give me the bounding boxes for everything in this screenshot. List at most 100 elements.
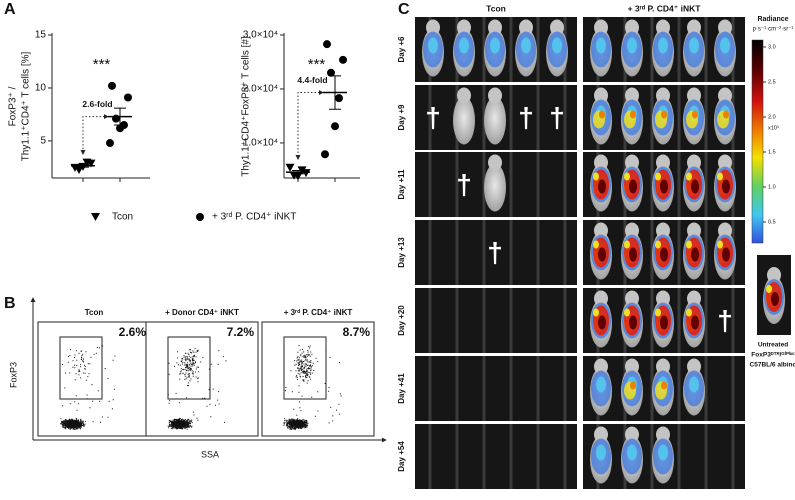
- y-axis-label: FoxP3: [8, 362, 18, 388]
- gate: [283, 336, 327, 400]
- data-point: [285, 163, 295, 172]
- fold-arrow: [80, 114, 109, 155]
- signal: [655, 240, 661, 249]
- signal: [552, 37, 562, 54]
- mouse-head: [625, 358, 639, 375]
- signal: [630, 381, 636, 390]
- bli-image: [583, 424, 745, 489]
- data-point: [321, 150, 329, 159]
- signal: [691, 247, 699, 262]
- mouse-head: [625, 290, 639, 307]
- y-tick-label: 15: [35, 30, 47, 41]
- flow-events: [167, 348, 227, 430]
- data-point: [327, 68, 335, 77]
- inset-caption: Untreated: [758, 342, 788, 349]
- signal: [624, 240, 630, 249]
- flow-events: [283, 345, 342, 430]
- plot-title: Tcon: [85, 308, 104, 317]
- signal: [459, 37, 469, 54]
- signal: [771, 292, 779, 306]
- row-label: Day +9: [397, 104, 406, 131]
- gate: [59, 336, 103, 400]
- signal: [692, 110, 698, 119]
- colorbar-unit: p·s⁻¹·cm⁻²·sr⁻¹: [753, 27, 794, 33]
- mouse-head: [718, 222, 732, 239]
- signal: [593, 240, 599, 249]
- significance: ***: [308, 56, 326, 73]
- mouse-head: [594, 290, 608, 307]
- bli-image: [415, 356, 577, 421]
- y-axis-label: Thy1.1⁺CD4⁺ T cells [%]: [21, 51, 32, 161]
- mouse-head: [594, 358, 608, 375]
- signal: [686, 240, 692, 249]
- bli-image: [583, 356, 745, 421]
- gate-percent: 8.7%: [343, 325, 371, 339]
- bli-image: [583, 85, 745, 150]
- image-bg: [415, 220, 577, 285]
- flow-events: [60, 345, 116, 430]
- data-point: [106, 139, 114, 148]
- signal: [627, 444, 637, 461]
- bli-image: †: [583, 288, 745, 353]
- signal: [627, 37, 637, 54]
- signal: [596, 376, 606, 393]
- signal: [717, 240, 723, 249]
- bli-image: [583, 152, 745, 217]
- death-cross: †: [487, 237, 503, 268]
- inset-caption: C57BL/6 albino: [750, 362, 795, 369]
- mouse-body: [484, 96, 506, 145]
- y-tick-label: 5: [40, 136, 46, 147]
- mouse-head: [656, 426, 670, 443]
- y-axis-label: Thy1.1⁺CD4⁺FoxP3⁺ T cells [#]: [241, 36, 252, 177]
- gate-percent: 2.6%: [119, 325, 147, 339]
- mouse-head: [488, 154, 502, 171]
- error-bar: [292, 170, 304, 175]
- y-tick-label: 3.0×10⁴: [243, 30, 278, 41]
- data-point: [323, 40, 331, 49]
- signal: [655, 308, 661, 317]
- mouse-head: [594, 87, 608, 104]
- bli-image: †: [415, 220, 577, 285]
- signal: [660, 179, 668, 194]
- legend-marker: [196, 213, 204, 221]
- image-bg: [415, 424, 577, 489]
- bli-image: [583, 220, 745, 285]
- signal: [521, 37, 531, 54]
- data-point: [116, 124, 124, 133]
- signal: [661, 110, 667, 119]
- signal: [660, 247, 668, 262]
- colorbar: [751, 39, 764, 244]
- signal: [629, 315, 637, 330]
- data-point: [82, 158, 92, 167]
- mouse-head: [656, 154, 670, 171]
- signal: [596, 444, 606, 461]
- signal: [630, 110, 636, 119]
- signal: [722, 179, 730, 194]
- signal: [593, 172, 599, 181]
- signal: [658, 37, 668, 54]
- mouse-head: [625, 222, 639, 239]
- mouse-body: [453, 96, 475, 145]
- signal: [624, 308, 630, 317]
- mouse-head: [687, 87, 701, 104]
- error-bar: [329, 75, 341, 110]
- signal: [490, 37, 500, 54]
- row-label: Day +13: [397, 237, 406, 268]
- y-tick-label: 2.0×10⁴: [243, 84, 278, 95]
- bli-image: [415, 17, 577, 82]
- data-point: [339, 55, 347, 64]
- mouse-head: [488, 87, 502, 104]
- mouse-head: [656, 87, 670, 104]
- death-cross: †: [425, 102, 441, 133]
- mouse-head: [519, 19, 533, 36]
- signal: [593, 308, 599, 317]
- panel-label: A: [4, 1, 16, 18]
- mouse-head: [625, 154, 639, 171]
- flow-plot: [145, 321, 259, 437]
- mouse-head: [687, 290, 701, 307]
- signal: [686, 308, 692, 317]
- y-tick-label: 1.0×10⁴: [243, 138, 278, 149]
- death-cross: †: [456, 169, 472, 200]
- fold-change: 2.6-fold: [82, 99, 112, 109]
